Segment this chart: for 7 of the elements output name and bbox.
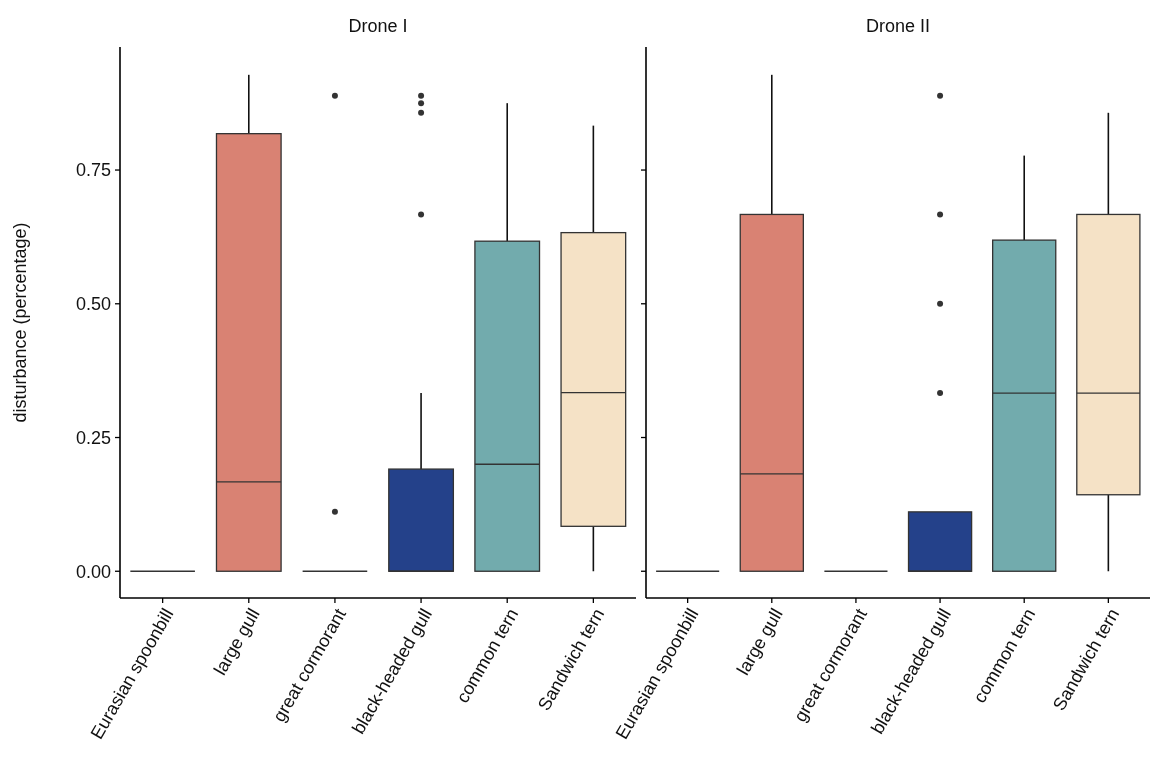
y-tick-label: 0.25 <box>75 427 111 448</box>
y-tick-label: 0.00 <box>75 561 111 582</box>
y-tick-label: 0.50 <box>75 294 111 315</box>
chart-title: Drone II <box>865 16 931 36</box>
y-axis-title: disturbance (percentage) <box>10 222 30 423</box>
chart-title: Drone I <box>348 16 408 36</box>
y-tick-label: 0.75 <box>75 160 111 181</box>
